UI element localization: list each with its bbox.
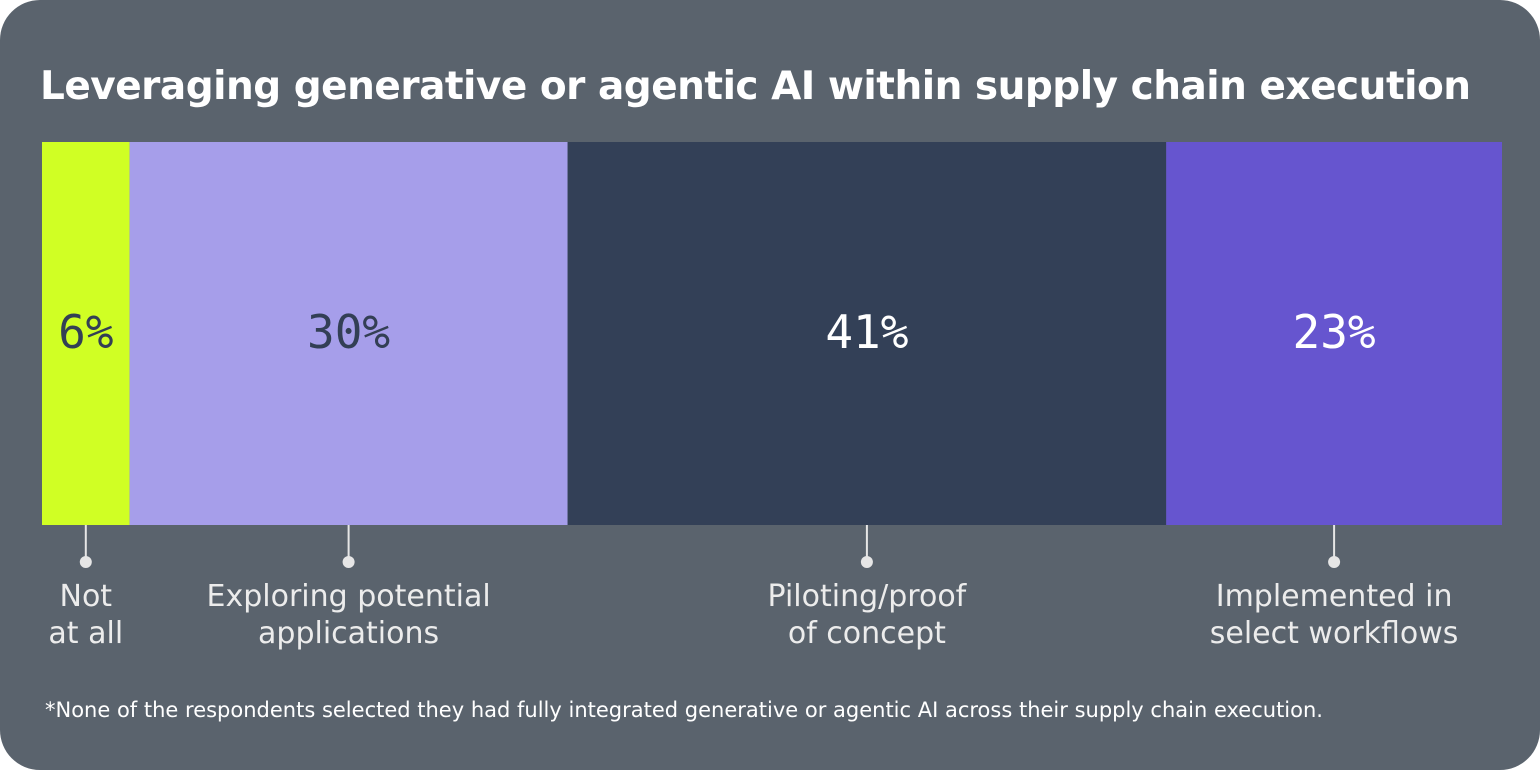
leader-dot	[1328, 556, 1341, 568]
category-label: Implemented in select workflows	[1209, 579, 1459, 651]
footnote: *None of the respondents selected they h…	[45, 698, 1323, 722]
category-label: Not at all	[48, 579, 124, 651]
leader-dot	[79, 556, 92, 568]
value-label: 23%	[1293, 305, 1376, 359]
bar-segment	[42, 142, 130, 525]
chart-title: Leveraging generative or agentic AI with…	[40, 64, 1471, 109]
category-label: Exploring potential applications	[206, 579, 491, 651]
value-label: 30%	[307, 305, 390, 359]
bar-segment	[567, 142, 1167, 525]
leader-dot	[342, 556, 355, 568]
value-label: 41%	[825, 305, 908, 359]
leader-dot	[860, 556, 873, 568]
bar-segment	[129, 142, 568, 525]
category-label: Piloting/proof of concept	[767, 579, 967, 651]
bar-segment	[1166, 142, 1502, 525]
value-label: 6%	[58, 305, 113, 359]
